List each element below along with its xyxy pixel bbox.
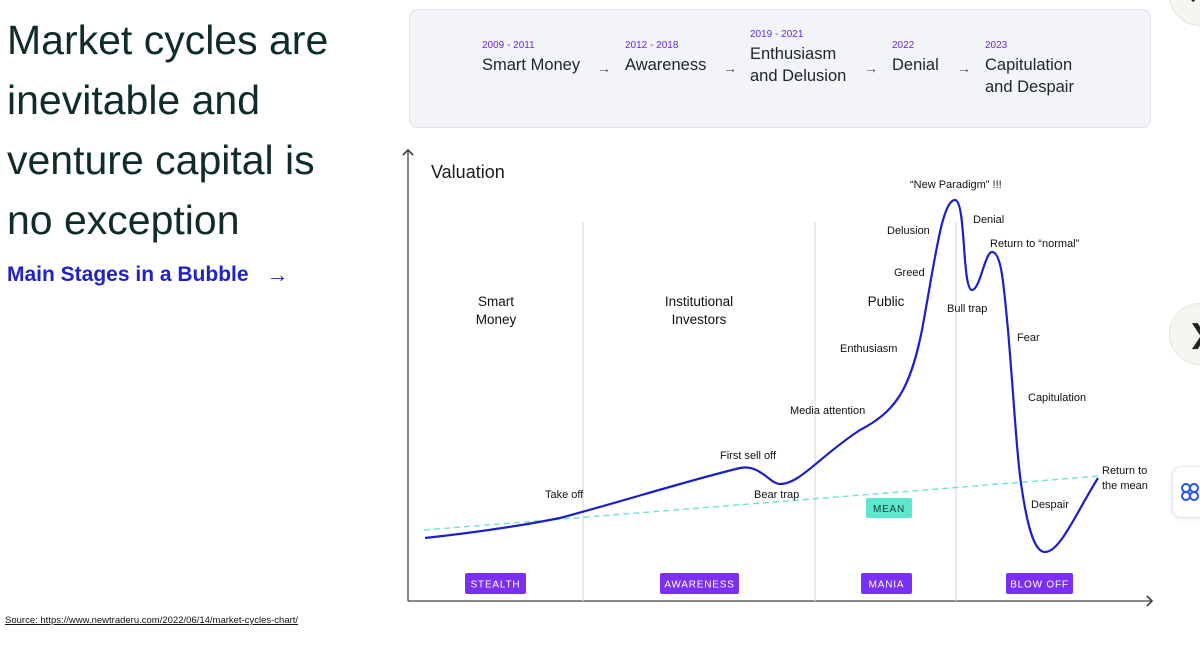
annotation-return-to-normal: Return to “normal” [990,238,1080,250]
timeline-years: 2012 - 2018 [625,40,679,51]
stage-tag [861,573,912,594]
annotation-bear-trap: Bear trap [754,489,799,501]
stage-tag-label: MANIA [869,580,905,591]
chevron-right-icon: ❯ [1188,319,1200,350]
timeline-years: 2023 [985,40,1008,51]
section-title: Money [476,312,517,327]
timeline-label: Enthusiasm [750,45,837,63]
timeline-item-awareness: 2012 - 2018 Awareness [625,40,706,76]
timeline-years: 2022 [892,40,915,51]
clover-icon [1181,483,1199,501]
arrow-right-icon: → [597,60,611,76]
arrow-right-icon: → [957,60,971,76]
annotation-return-to-mean: Return to [1102,465,1147,477]
annotation-bull-trap: Bull trap [947,303,987,315]
headline-line: no exception [7,197,240,243]
timeline-label: Denial [892,56,939,74]
headline-line: Market cycles are [7,17,329,63]
timeline-years: 2019 - 2021 [750,29,804,40]
arrow-right-icon: → [864,60,878,76]
annotation-enthusiasm: Enthusiasm [840,343,897,355]
stage-tag [1006,573,1073,594]
stage-tag [465,573,526,594]
stage-tag-label: BLOW OFF [1010,580,1069,591]
annotation-first-sell-off: First sell off [720,450,777,462]
timeline-years: 2009 - 2011 [482,40,535,51]
annotation-capitulation: Capitulation [1028,392,1086,404]
headline-line: venture capital is [7,137,315,183]
annotation-delusion: Delusion [887,225,930,237]
annotation-despair: Despair [1031,499,1069,511]
page-headline: Market cycles are inevitable and venture… [7,10,387,250]
main-stages-link-label: Main Stages in a Bubble [7,263,249,286]
timeline-label: and Despair [985,78,1074,96]
timeline-label: and Delusion [750,67,847,85]
timeline-item-denial: 2022 Denial [892,40,939,76]
main-stages-link[interactable]: Main Stages in a Bubble → [7,262,289,288]
mean-badge [866,498,912,518]
timeline-item-enthusiasm: 2019 - 2021 Enthusiasm and Delusion [750,29,846,87]
axis-label: Valuation [431,162,505,182]
stage-tag-label: AWARENESS [664,580,734,591]
timeline-item-smart-money: 2009 - 2011 Smart Money [482,40,580,76]
timeline-card: 2009 - 2011 Smart Money → 2012 - 2018 Aw… [409,9,1151,128]
section-title: Public [868,294,905,309]
section-title: Investors [672,312,727,327]
stage-tag [660,573,739,594]
annotation-greed: Greed [894,267,925,279]
timeline-label: Capitulation [985,56,1073,74]
stage-tag-label: STEALTH [471,580,521,591]
section-title: Smart [478,294,514,309]
annotation-take-off: Take off [545,489,584,501]
close-icon: ✕ [1188,0,1200,11]
timeline-item-capitulation: 2023 Capitulation and Despair [985,40,1074,98]
annotation-fear: Fear [1017,332,1040,344]
mean-badge-label: MEAN [873,504,905,515]
mean-line [423,475,1101,531]
bubble-curve [424,198,1099,554]
source-link[interactable]: Source: https://www.newtraderu.com/2022/… [5,615,299,626]
timeline-label: Awareness [625,56,707,74]
side-widget-button[interactable] [1172,466,1200,518]
headline-line: inevitable and [7,77,261,123]
timeline-label: Smart Money [482,56,581,74]
section-title: Institutional [665,294,733,309]
arrow-right-icon: → [266,262,289,287]
arrow-right-icon: → [723,60,737,76]
annotation-denial: Denial [973,214,1004,226]
annotation-return-to-mean: the mean [1102,480,1148,492]
annotation-media-attention: Media attention [790,405,865,417]
annotation-new-paradigm: “New Paradigm” !!! [910,179,1002,191]
